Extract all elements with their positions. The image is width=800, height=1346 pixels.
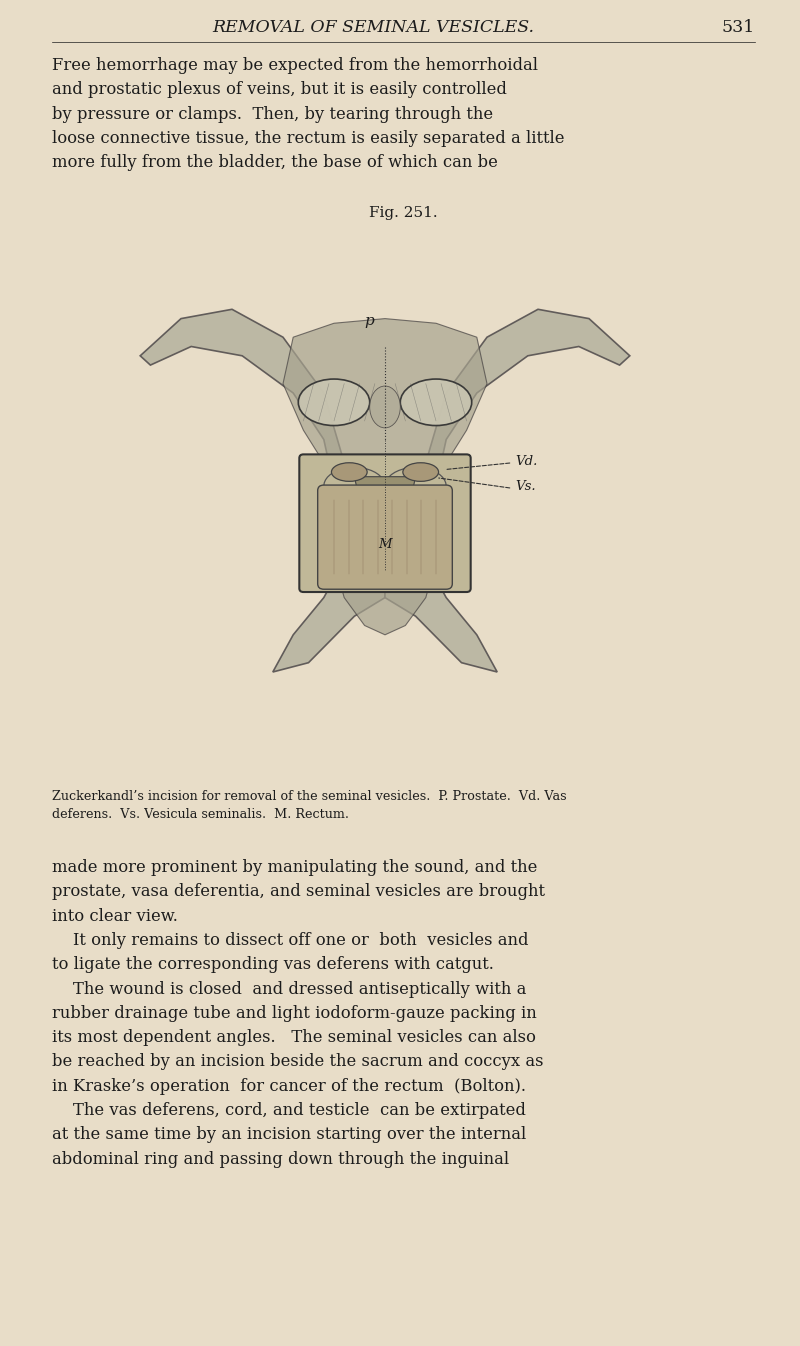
Polygon shape <box>140 310 385 672</box>
Text: abdominal ring and passing down through the inguinal: abdominal ring and passing down through … <box>52 1151 509 1168</box>
Text: The vas deferens, cord, and testicle  can be extirpated: The vas deferens, cord, and testicle can… <box>52 1102 526 1119</box>
FancyBboxPatch shape <box>318 485 452 590</box>
FancyBboxPatch shape <box>299 455 470 592</box>
Ellipse shape <box>298 380 370 425</box>
Text: by pressure or clamps.  Then, by tearing through the: by pressure or clamps. Then, by tearing … <box>52 105 493 122</box>
Text: Vs.: Vs. <box>515 481 536 494</box>
Ellipse shape <box>400 380 472 425</box>
Text: loose connective tissue, the rectum is easily separated a little: loose connective tissue, the rectum is e… <box>52 131 565 147</box>
Text: made more prominent by manipulating the sound, and the: made more prominent by manipulating the … <box>52 859 538 876</box>
Text: Fig. 251.: Fig. 251. <box>369 206 438 219</box>
Text: Vd.: Vd. <box>515 455 538 468</box>
Ellipse shape <box>331 463 367 482</box>
Text: its most dependent angles.   The seminal vesicles can also: its most dependent angles. The seminal v… <box>52 1030 536 1046</box>
Text: REMOVAL OF SEMINAL VESICLES.: REMOVAL OF SEMINAL VESICLES. <box>213 19 534 36</box>
Text: prostate, vasa deferentia, and seminal vesicles are brought: prostate, vasa deferentia, and seminal v… <box>52 883 545 900</box>
Polygon shape <box>283 319 487 635</box>
Ellipse shape <box>403 463 438 482</box>
Text: be reached by an incision beside the sacrum and coccyx as: be reached by an incision beside the sac… <box>52 1054 543 1070</box>
Text: 531: 531 <box>722 19 755 36</box>
Text: at the same time by an incision starting over the internal: at the same time by an incision starting… <box>52 1127 526 1143</box>
Text: in Kraske’s operation  for cancer of the rectum  (Bolton).: in Kraske’s operation for cancer of the … <box>52 1078 526 1094</box>
Polygon shape <box>385 310 630 672</box>
Text: more fully from the bladder, the base of which can be: more fully from the bladder, the base of… <box>52 155 498 171</box>
Text: Free hemorrhage may be expected from the hemorrhoidal: Free hemorrhage may be expected from the… <box>52 57 538 74</box>
Text: p: p <box>365 314 374 328</box>
Text: to ligate the corresponding vas deferens with catgut.: to ligate the corresponding vas deferens… <box>52 956 494 973</box>
Polygon shape <box>354 476 416 533</box>
Text: and prostatic plexus of veins, but it is easily controlled: and prostatic plexus of veins, but it is… <box>52 81 507 98</box>
Text: The wound is closed  and dressed antiseptically with a: The wound is closed and dressed antisept… <box>52 980 526 997</box>
Ellipse shape <box>370 386 400 428</box>
Text: into clear view.: into clear view. <box>52 907 178 925</box>
Text: Zuckerkandl’s incision for removal of the seminal vesicles.  P. Prostate.  Vd. V: Zuckerkandl’s incision for removal of th… <box>52 790 566 821</box>
Text: rubber drainage tube and light iodoform-gauze packing in: rubber drainage tube and light iodoform-… <box>52 1005 537 1022</box>
Text: M: M <box>378 537 392 551</box>
Text: It only remains to dissect off one or  both  vesicles and: It only remains to dissect off one or bo… <box>52 931 529 949</box>
